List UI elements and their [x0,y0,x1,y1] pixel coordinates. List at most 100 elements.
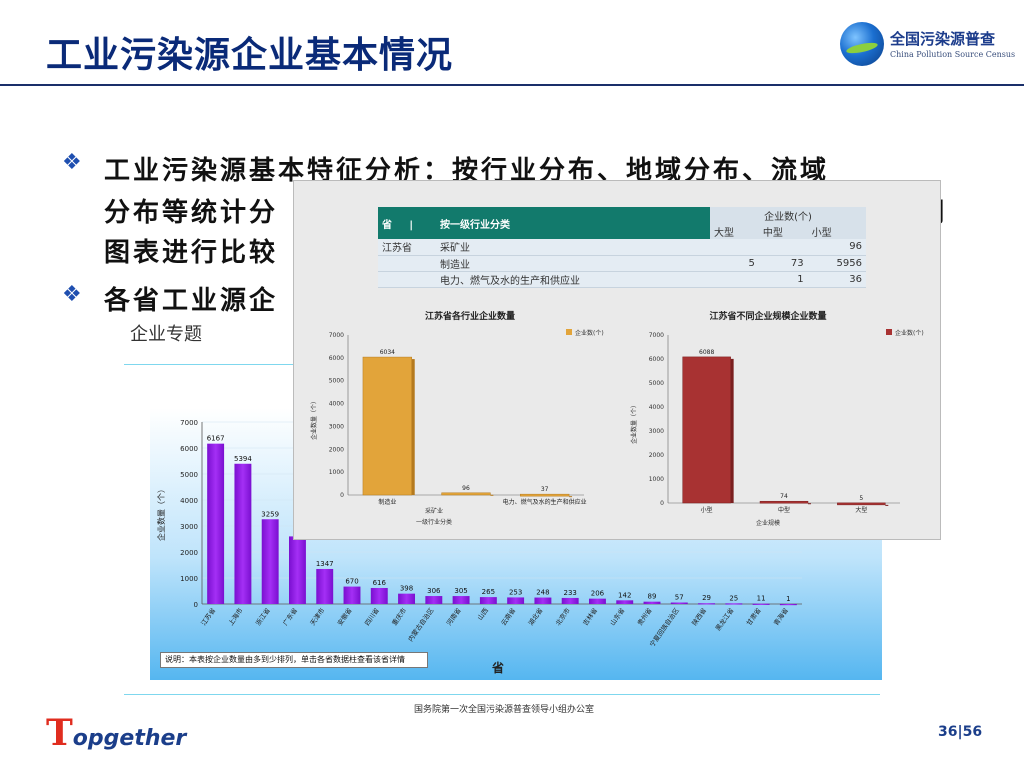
data-label: 57 [675,594,684,602]
category-label: 中型 [778,506,790,514]
data-label: 5394 [234,455,252,463]
bar[interactable] [507,597,525,604]
bar[interactable] [534,597,552,604]
bar[interactable] [370,587,388,604]
bar[interactable] [589,598,606,604]
bar[interactable] [441,492,491,496]
y-tick-label: 4000 [329,401,344,408]
bar[interactable] [343,586,361,604]
bar[interactable] [752,603,770,605]
category-label: 大型 [855,506,867,514]
data-label: 96 [462,485,470,492]
cell-province-empty [378,255,436,272]
bar[interactable] [616,600,634,604]
data-label: 670 [345,578,358,586]
category-label: 小型 [701,506,713,514]
bar[interactable] [682,356,731,504]
bar[interactable] [316,568,334,604]
globe-icon [840,22,884,66]
bar[interactable] [479,597,497,604]
brand-t: T [46,712,73,754]
jiangsu-detail-panel: 省 | 按一级行业分类 企业数(个) 大型 中型 小型 江苏省 采矿业 96 [293,180,941,540]
y-tick-label: 3000 [649,428,664,435]
th-medium: 中型 [758,223,808,239]
table-row[interactable]: 电力、燃气及水的生产和供应业 1 36 [378,271,866,288]
data-label: 1347 [316,560,334,568]
th-province: 省 | [378,207,436,239]
data-label: 1 [786,595,790,603]
data-label: 616 [373,579,387,587]
y-tick-label: 7000 [180,419,198,427]
y-tick-label: 7000 [649,332,664,339]
chart-title: 江苏省不同企业规模企业数量 [709,310,826,322]
cell-small: 5956 [807,255,866,272]
y-tick-label: 6000 [180,445,198,453]
cell-medium [758,239,808,256]
data-label: 206 [591,590,605,598]
table-row[interactable]: 制造业 5 73 5956 [378,255,866,272]
data-label: 142 [618,591,631,599]
th-sep: | [409,219,414,231]
diamond-bullet-icon: ❖ [62,150,82,175]
data-label: 398 [400,585,413,593]
legend-label: 企业数(个) [895,329,924,337]
footer-office: 国务院第一次全国污染源普查领导小组办公室 [414,705,595,715]
y-axis-label: 企业数量（个） [310,398,318,440]
bar[interactable] [561,597,579,604]
x-axis-label-line-1: 采矿业 [425,507,443,515]
title-divider [0,84,1024,86]
y-tick-label: 6000 [329,355,344,362]
cell-province: 江苏省 [378,239,436,256]
bullet-1-line-2: 分布等统计分 [104,198,279,228]
bar[interactable] [725,603,743,605]
bar-side [807,503,811,505]
y-tick-label: 1000 [649,476,664,483]
th-count: 企业数(个) [710,207,866,223]
bar[interactable] [520,493,570,497]
legend-swatch [886,329,892,335]
bar[interactable] [837,502,886,506]
bar[interactable] [289,536,306,604]
footer-rule [124,694,880,695]
data-label: 74 [780,493,788,500]
bar[interactable] [362,356,412,496]
bar[interactable] [234,463,252,604]
bar[interactable] [398,593,415,604]
cell-large [710,239,759,256]
cell-large [710,271,759,288]
y-tick-label: 4000 [180,497,198,505]
data-label: 11 [757,595,766,603]
page-title: 工业污染源企业基本情况 [46,35,454,76]
census-logo: 全国污染源普查 China Pollution Source Census [840,22,1020,68]
bar[interactable] [698,603,715,605]
data-label: 253 [509,588,522,596]
category-label: 电力、燃气及水的生产和供应业 [503,498,587,506]
bar[interactable] [207,443,225,604]
bar[interactable] [643,601,661,604]
logo-text-en: China Pollution Source Census [890,50,1016,59]
data-label: 6088 [699,349,714,356]
bar[interactable] [779,603,797,606]
y-tick-label: 5000 [180,471,198,479]
y-tick-label: 6000 [649,356,664,363]
cell-industry: 制造业 [436,255,710,272]
bullet-1-line-3: 图表进行比较 [104,238,279,268]
y-tick-label: 3000 [180,523,198,531]
data-label: 6167 [207,435,225,443]
bar[interactable] [452,596,470,604]
y-tick-label: 0 [660,500,664,507]
industry-chart[interactable]: 江苏省各行业企业数量 企业数(个) 0 1000 2000 3000 4000 5000 6… [300,307,614,537]
legend-swatch [566,329,572,335]
bar[interactable] [759,500,809,504]
bar[interactable] [261,519,279,604]
table-row[interactable]: 江苏省 采矿业 96 [378,239,866,256]
data-label: 29 [702,594,711,602]
y-tick-label: 7000 [329,332,344,339]
bar-side [885,504,889,506]
diamond-bullet-icon: ❖ [62,282,82,307]
y-tick-label: 0 [194,601,198,609]
bar[interactable] [670,602,688,604]
size-chart[interactable]: 江苏省不同企业规模企业数量 企业数(个) 0 1000 2000 3000 4000 50… [620,307,936,537]
bar[interactable] [425,596,443,604]
y-axis-label: 企业数量（个） [630,402,638,444]
